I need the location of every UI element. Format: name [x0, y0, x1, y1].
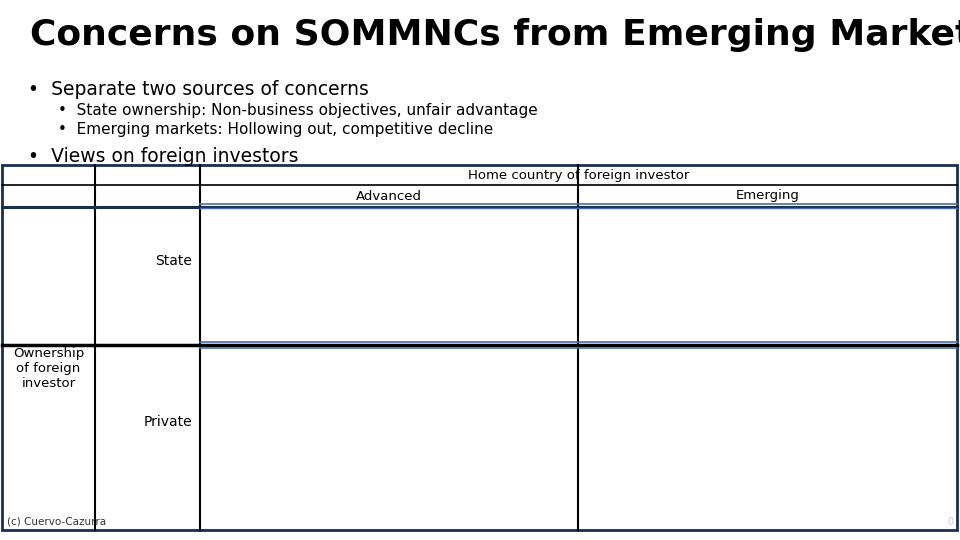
- Text: (c) Cuervo-Cazurra: (c) Cuervo-Cazurra: [7, 517, 107, 527]
- Text: Home country of foreign investor: Home country of foreign investor: [468, 168, 689, 181]
- Text: •  Emerging markets: Hollowing out, competitive decline: • Emerging markets: Hollowing out, compe…: [58, 122, 493, 137]
- Text: State: State: [156, 254, 192, 268]
- Text: Ownership
of foreign
investor: Ownership of foreign investor: [12, 347, 84, 390]
- Text: Advanced: Advanced: [356, 190, 422, 202]
- Text: •  Views on foreign investors: • Views on foreign investors: [28, 147, 299, 166]
- Text: •  State ownership: Non-business objectives, unfair advantage: • State ownership: Non-business objectiv…: [58, 103, 538, 118]
- Text: 0: 0: [948, 517, 954, 527]
- Bar: [2, 165, 957, 530]
- Text: Concerns on SOMMNCs from Emerging Markets: Concerns on SOMMNCs from Emerging Market…: [30, 18, 960, 52]
- Text: Emerging: Emerging: [735, 190, 800, 202]
- Text: Private: Private: [143, 415, 192, 429]
- Text: •  Separate two sources of concerns: • Separate two sources of concerns: [28, 80, 369, 99]
